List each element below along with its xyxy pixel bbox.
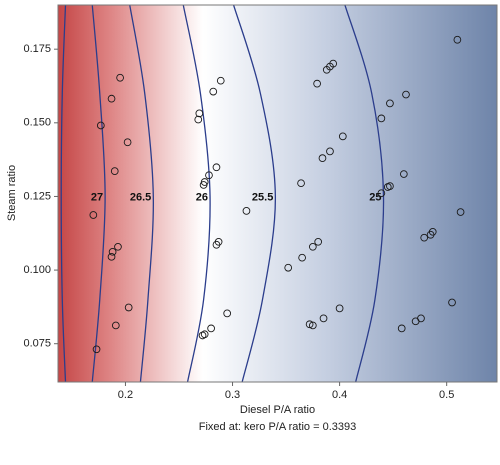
- x-tick-label: 0.2: [118, 389, 133, 401]
- contour-line: [60, 5, 67, 382]
- x-tick-label: 0.3: [225, 389, 240, 401]
- subtitle: Fixed at: kero P/A ratio = 0.3393: [199, 421, 356, 433]
- design-point: [110, 167, 119, 175]
- contour-label: 27: [91, 191, 103, 203]
- design-point: [205, 171, 213, 180]
- design-point: [411, 317, 420, 326]
- plot-frame: [57, 4, 498, 383]
- design-point: [383, 183, 392, 191]
- y-tick-label: 0.075: [23, 338, 51, 350]
- design-point: [402, 90, 410, 99]
- design-point: [377, 189, 386, 198]
- y-tick-label: 0.125: [23, 190, 51, 202]
- design-point: [377, 114, 386, 123]
- design-point: [212, 163, 221, 172]
- design-point: [223, 309, 232, 318]
- surface: [58, 5, 497, 382]
- design-point: [212, 240, 221, 249]
- design-point: [318, 154, 327, 163]
- y-axis-label: Steam ratio: [6, 165, 18, 221]
- design-point: [195, 109, 204, 118]
- design-point: [397, 324, 406, 333]
- contour-line: [182, 5, 211, 382]
- design-point: [314, 237, 323, 246]
- design-point: [326, 147, 334, 156]
- design-point: [338, 132, 347, 141]
- design-point: [284, 263, 293, 272]
- design-point: [297, 179, 305, 188]
- design-point: [420, 233, 429, 242]
- design-point: [335, 304, 344, 313]
- design-point: [322, 65, 331, 74]
- design-point: [242, 207, 251, 215]
- design-point: [123, 138, 132, 147]
- design-point: [107, 94, 116, 103]
- design-point: [453, 35, 462, 44]
- x-axis-label: Diesel P/A ratio: [240, 404, 315, 416]
- contour-label: 25: [369, 191, 381, 203]
- design-point: [313, 79, 321, 88]
- y-tick-label: 0.150: [23, 117, 51, 129]
- contour-line: [91, 5, 106, 382]
- design-point: [386, 99, 394, 108]
- design-point: [207, 324, 215, 333]
- design-point: [200, 330, 209, 339]
- design-point: [298, 253, 306, 262]
- contour-label: 26: [196, 191, 208, 203]
- design-point: [124, 303, 133, 312]
- design-point: [319, 314, 328, 323]
- design-point: [114, 242, 122, 251]
- design-point: [198, 331, 207, 340]
- design-point: [111, 321, 120, 330]
- design-point: [448, 298, 456, 307]
- design-point: [209, 87, 218, 96]
- design-point: [92, 345, 101, 354]
- contour-line: [344, 5, 385, 382]
- design-point: [216, 76, 225, 85]
- contour-label: 25.5: [252, 191, 273, 203]
- contour-line: [232, 5, 277, 382]
- x-tick-label: 0.4: [332, 389, 347, 401]
- design-point: [308, 321, 317, 330]
- y-tick-label: 0.175: [23, 43, 51, 55]
- design-point: [308, 242, 317, 251]
- y-tick-label: 0.100: [23, 264, 51, 276]
- design-point: [199, 181, 208, 189]
- design-point: [89, 211, 98, 219]
- x-tick-label: 0.5: [439, 389, 454, 401]
- design-point: [107, 252, 116, 261]
- design-point: [426, 230, 435, 239]
- design-point: [456, 208, 465, 216]
- design-point: [96, 121, 105, 130]
- design-point: [116, 73, 124, 82]
- design-point: [108, 247, 117, 256]
- contour-line: [129, 5, 154, 382]
- design-point: [194, 115, 203, 124]
- contour-label: 26.5: [130, 191, 151, 203]
- design-point: [399, 170, 408, 178]
- design-point: [305, 320, 314, 329]
